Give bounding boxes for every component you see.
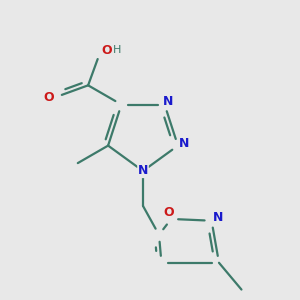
Text: O: O xyxy=(163,206,174,219)
Text: O: O xyxy=(44,91,54,104)
Text: N: N xyxy=(179,137,189,150)
Text: O: O xyxy=(101,44,112,57)
Text: N: N xyxy=(213,211,224,224)
Text: N: N xyxy=(138,164,148,178)
Text: H: H xyxy=(113,45,121,55)
Text: N: N xyxy=(163,95,173,108)
